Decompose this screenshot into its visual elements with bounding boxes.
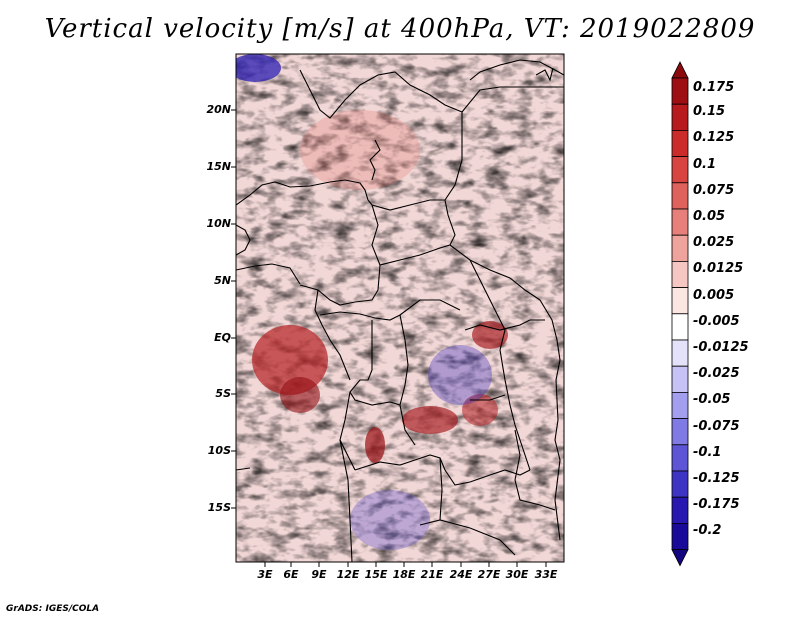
lon-label: 18E	[392, 568, 416, 581]
colorbar-label: -0.005	[693, 313, 740, 329]
colorbar	[671, 61, 689, 567]
velocity-field	[236, 54, 564, 562]
country-borders	[236, 59, 564, 562]
colorbar-segment	[671, 391, 689, 419]
lat-label: 5S	[215, 387, 231, 400]
colorbar-segment	[671, 444, 689, 472]
colorbar-label: 0.05	[693, 209, 726, 224]
colorbar-segment	[671, 470, 689, 498]
lat-label: 15S	[207, 501, 231, 514]
colorbar-label: -0.0125	[693, 340, 749, 355]
chart-title: Vertical velocity [m/s] at 400hPa, VT: 2…	[44, 14, 756, 44]
colorbar-label: -0.05	[693, 392, 731, 408]
colorbar-label: -0.075	[693, 418, 740, 434]
lat-label: 5N	[214, 274, 231, 287]
lat-label: 15N	[206, 160, 231, 173]
colorbar-label: 0.1	[693, 156, 717, 172]
colorbar-segment	[671, 496, 689, 524]
colorbar-label: 0.15	[693, 104, 726, 120]
colorbar-segment	[671, 129, 689, 157]
lat-label: 10N	[206, 217, 231, 230]
colorbar-label: 0.025	[693, 235, 735, 251]
lon-label: 24E	[449, 568, 473, 581]
lon-label: 33E	[534, 568, 558, 581]
colorbar-segment	[671, 156, 689, 184]
lat-label: 20N	[206, 103, 231, 116]
grads-credit: GrADS: IGES/COLA	[6, 604, 100, 614]
colorbar-segment	[671, 313, 689, 341]
lon-label: 3E	[257, 568, 273, 581]
colorbar-segment	[671, 103, 689, 131]
colorbar-segment	[671, 418, 689, 446]
lat-label: 10S	[207, 444, 231, 457]
colorbar-label: -0.1	[693, 444, 722, 460]
colorbar-top-arrow	[671, 61, 689, 79]
lon-label: 27E	[477, 568, 501, 581]
colorbar-label: -0.125	[693, 471, 740, 486]
colorbar-label: -0.175	[693, 497, 740, 513]
colorbar-label: -0.025	[693, 366, 740, 382]
colorbar-segment	[671, 287, 689, 315]
colorbar-segment	[671, 182, 689, 210]
lon-label: 30E	[505, 568, 529, 581]
colorbar-segment	[671, 339, 689, 367]
colorbar-label: 0.175	[693, 80, 735, 95]
colorbar-segment	[671, 208, 689, 236]
colorbar-segment	[671, 234, 689, 262]
colorbar-label: -0.2	[693, 523, 722, 539]
lat-label: EQ	[214, 331, 231, 344]
colorbar-segment	[671, 365, 689, 393]
colorbar-segment	[671, 260, 689, 288]
colorbar-segment	[671, 77, 689, 105]
lon-label: 12E	[336, 568, 360, 581]
colorbar-label: 0.125	[693, 130, 735, 146]
plot-frame	[235, 53, 565, 563]
lon-label: 15E	[364, 568, 388, 581]
colorbar-label: 0.075	[693, 182, 735, 198]
lon-label: 6E	[283, 568, 299, 581]
colorbar-label: 0.005	[693, 287, 735, 303]
colorbar-segment	[671, 523, 689, 551]
lon-label: 21E	[420, 568, 444, 581]
colorbar-bottom-arrow	[671, 549, 689, 567]
colorbar-label: 0.0125	[693, 261, 744, 277]
lon-label: 9E	[311, 568, 327, 581]
